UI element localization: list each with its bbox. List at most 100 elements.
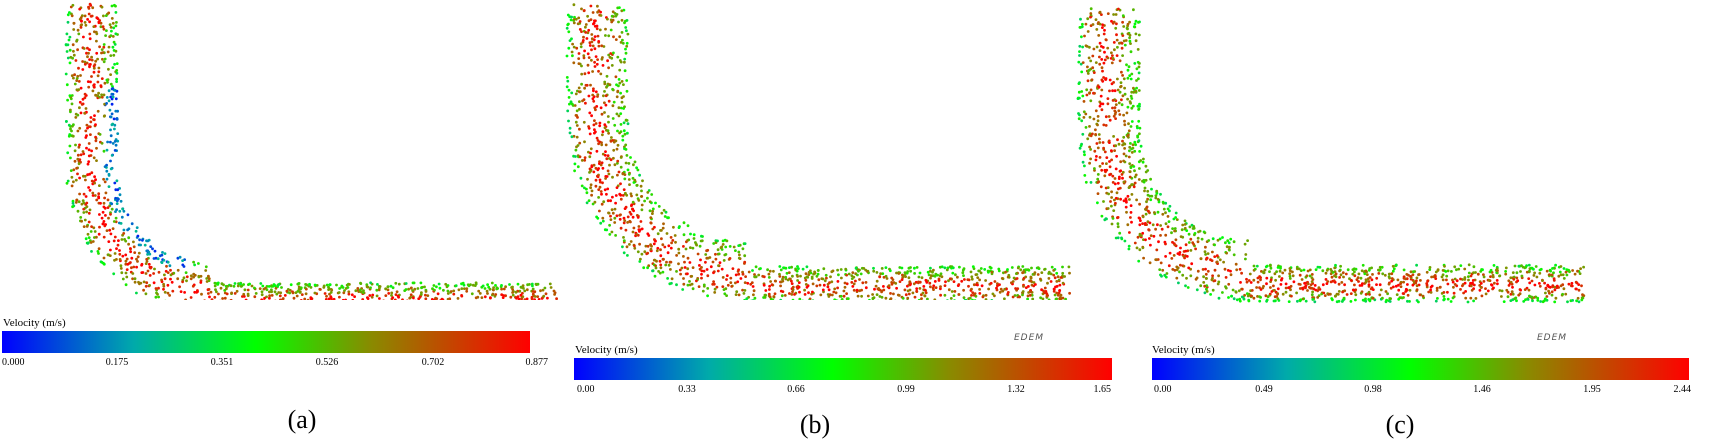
particle [593,200,597,204]
particle [1479,286,1483,289]
particle [1266,295,1270,299]
particle [65,83,69,87]
particle [1087,56,1091,60]
particle [567,30,571,34]
particle [164,269,168,273]
particle [172,271,176,275]
particle [971,291,975,294]
particle [1119,169,1123,173]
particle [884,296,888,300]
particle [90,149,93,153]
particle [1250,289,1254,292]
particle [1265,282,1268,286]
particle [104,223,107,226]
particle [796,286,800,290]
particle [1127,31,1131,35]
particle [1204,277,1208,280]
particle [1387,282,1391,286]
particle [1419,279,1422,282]
particle [1203,291,1207,295]
particle [615,186,619,190]
particle [1311,296,1314,299]
particle [1130,220,1133,224]
particle [1103,150,1107,154]
particle [1209,258,1212,262]
particle [687,238,691,242]
particle [725,274,729,277]
particle [100,77,104,80]
particle [1202,281,1206,284]
particle [549,286,553,289]
particle [1245,292,1249,295]
particle [1136,126,1139,130]
particle [107,172,111,176]
particle [103,114,106,118]
particle [126,228,129,232]
particle [577,86,581,90]
particle [106,50,110,54]
particle [369,286,372,290]
particle [1549,269,1552,273]
particle [699,239,703,243]
particle [125,275,129,279]
particle [593,35,597,38]
particle [96,74,100,78]
particle [75,77,79,80]
particle [1258,286,1261,289]
particle [1511,298,1515,302]
particle [101,51,105,54]
particle [1493,281,1496,285]
particle [908,280,912,284]
particle [1178,253,1181,256]
particle [608,163,611,167]
particle [1026,297,1029,300]
particle [1082,100,1086,103]
particle [731,267,735,270]
particle [1435,286,1439,290]
particle [1210,278,1214,282]
particle [543,286,547,290]
particle [644,244,648,248]
colorbar-tick-b-3: 0.99 [897,384,915,395]
particle [830,293,834,297]
particle [607,53,611,57]
particle [1211,237,1215,241]
particle [1086,69,1090,73]
particle [1114,111,1118,114]
particle [136,260,139,263]
particle [1139,219,1142,223]
particle [1360,269,1364,273]
particle [1108,118,1112,122]
particle [1313,300,1317,304]
particle [1534,265,1538,268]
particle [990,299,994,300]
particle [691,266,695,269]
particle [1111,89,1114,93]
particle [1367,298,1371,301]
particle [1469,274,1473,278]
particle [1138,234,1142,238]
particle [603,80,607,84]
particle [1121,143,1124,147]
particle [892,292,895,296]
particle [625,29,628,33]
particle [670,277,674,281]
particle [1353,283,1356,287]
particle [947,279,950,283]
particle [1314,288,1318,292]
particle [850,281,854,284]
particle [790,279,793,283]
particle [761,274,765,278]
particle [92,226,96,230]
particle [599,163,603,167]
particle [1553,266,1556,270]
particle [1141,215,1145,219]
particle [1144,207,1147,211]
particle [1115,54,1119,57]
particle [911,291,915,295]
particle [1088,91,1091,94]
particle [1339,273,1343,277]
particle [948,265,952,268]
particle [1077,90,1081,94]
particle [576,165,580,169]
